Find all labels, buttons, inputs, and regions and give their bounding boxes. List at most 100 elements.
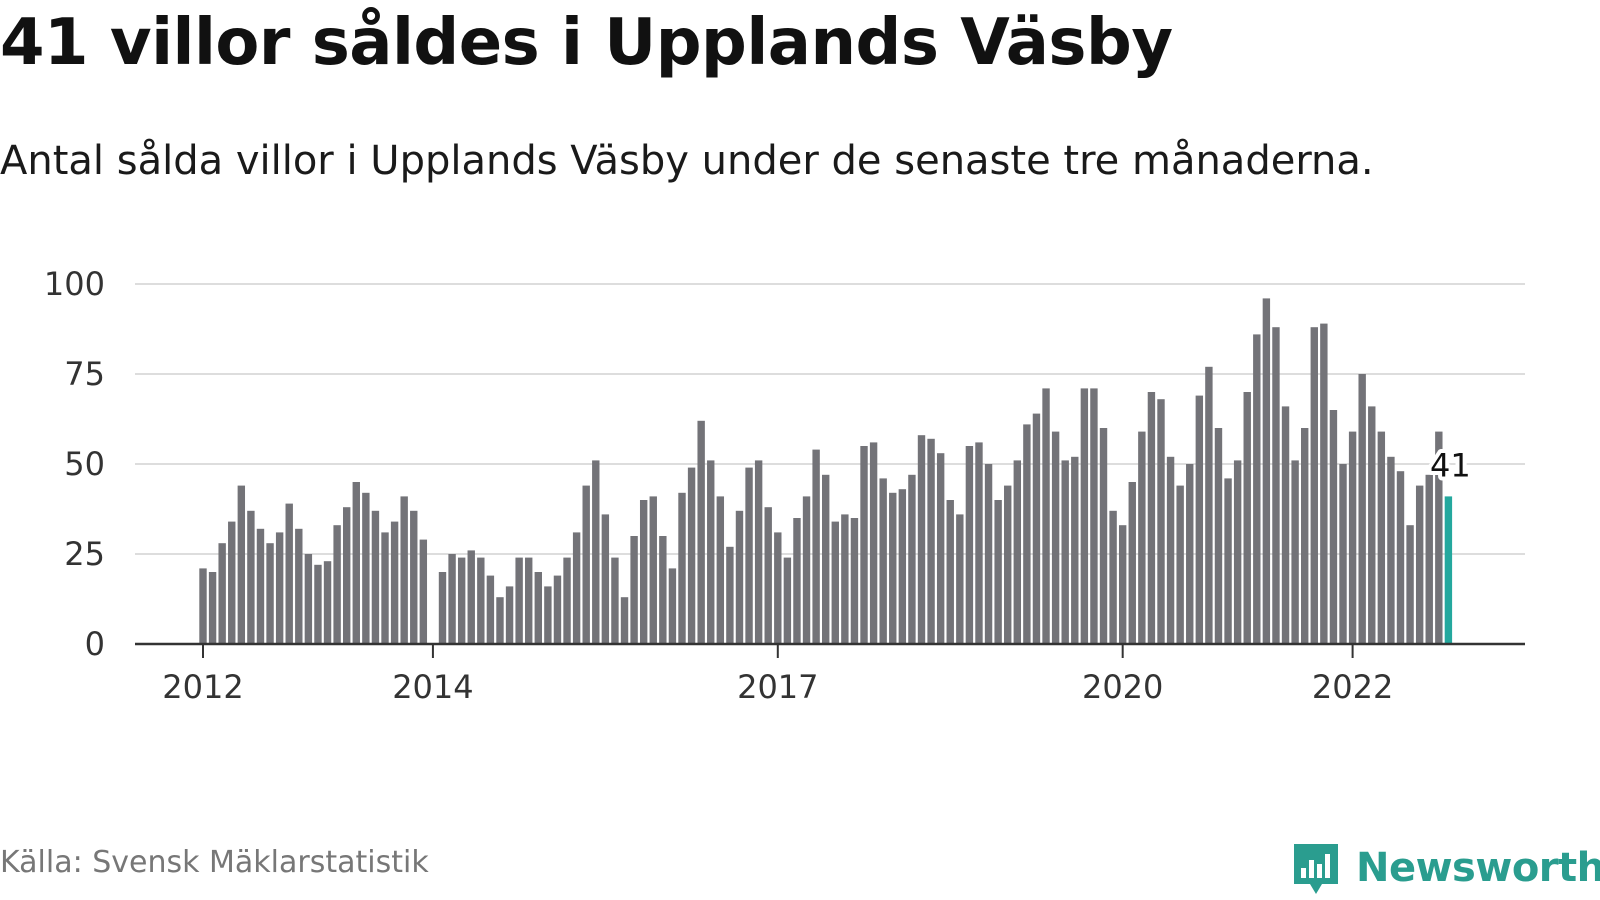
bar [1253, 334, 1261, 644]
x-tick-label: 2020 [1082, 668, 1163, 706]
bar [1166, 456, 1175, 644]
bar [304, 554, 313, 644]
bar [371, 510, 380, 644]
y-tick-label: 50 [64, 445, 105, 483]
bar [611, 557, 619, 644]
bar [745, 467, 753, 644]
bar [898, 489, 907, 644]
bar [659, 536, 667, 644]
bar [1329, 410, 1338, 644]
bars [199, 298, 1453, 644]
bar [314, 564, 322, 644]
highlight-bar [1444, 496, 1453, 644]
bar [352, 482, 360, 644]
bar [592, 460, 600, 644]
bar [400, 496, 408, 644]
bar [333, 525, 341, 644]
x-tick-label: 2022 [1312, 668, 1393, 706]
bar [697, 420, 705, 644]
bar [956, 514, 964, 644]
bar [496, 597, 504, 644]
bar [707, 460, 715, 644]
bar [601, 514, 610, 644]
bar [917, 435, 926, 644]
bar [639, 500, 648, 644]
bar [582, 485, 590, 644]
logo-text: Newsworthy [1356, 845, 1600, 891]
bar [793, 518, 801, 644]
bar [726, 546, 734, 644]
newsworthy-chart-icon [1294, 844, 1338, 894]
bar [362, 492, 370, 644]
bar [735, 510, 744, 644]
bar [1348, 431, 1357, 644]
bar [1281, 406, 1290, 644]
bar [247, 510, 255, 644]
bar [1051, 431, 1060, 644]
bar [448, 554, 456, 644]
bar [984, 464, 993, 644]
bar [869, 442, 878, 644]
bar [1377, 431, 1386, 644]
bar [228, 521, 236, 644]
bar [1272, 327, 1280, 644]
x-tick-label: 2012 [162, 668, 243, 706]
bar [975, 442, 983, 644]
y-tick-label: 75 [64, 355, 105, 393]
bar [860, 446, 868, 644]
source-note: Källa: Svensk Mäklarstatistik [0, 845, 429, 880]
bar [1406, 525, 1414, 644]
bar [1396, 471, 1405, 644]
bar [822, 474, 830, 644]
bar [649, 496, 657, 644]
bar [1157, 399, 1165, 644]
bar [1320, 323, 1328, 644]
bar [687, 467, 696, 644]
bar [1013, 460, 1021, 644]
bar [936, 453, 945, 644]
bar [965, 446, 974, 644]
bar [1310, 327, 1318, 644]
bar [678, 492, 686, 644]
bar [1080, 388, 1089, 644]
y-tick-label: 100 [44, 265, 105, 303]
bar [927, 438, 935, 644]
chart-title: 41 villor såldes i Upplands Väsby [0, 6, 1173, 80]
bar [256, 528, 265, 644]
bar [266, 543, 274, 644]
bar [620, 597, 629, 644]
bar [1099, 428, 1108, 644]
bar [1186, 464, 1194, 644]
bar [525, 557, 533, 644]
bar [1118, 525, 1127, 644]
bar [668, 568, 677, 644]
bar [1224, 478, 1232, 644]
bar [457, 557, 466, 644]
bar [850, 518, 859, 644]
bar [199, 568, 207, 644]
bar [1195, 395, 1204, 644]
bar [812, 449, 820, 644]
bar [889, 492, 897, 644]
bar [1138, 431, 1146, 644]
bar [467, 550, 475, 644]
bar [438, 572, 447, 644]
bar [1368, 406, 1376, 644]
bar [515, 557, 523, 644]
bar [208, 572, 217, 644]
chart-subtitle: Antal sålda villor i Upplands Väsby unde… [0, 138, 1374, 184]
bar [534, 572, 542, 644]
bar [295, 528, 303, 644]
bar [1387, 456, 1395, 644]
bar [237, 485, 246, 644]
bar [1061, 460, 1069, 644]
bar [946, 500, 954, 644]
bar [994, 500, 1002, 644]
bar [1214, 428, 1223, 644]
bar [390, 521, 399, 644]
bar [544, 586, 552, 644]
bar [1032, 413, 1041, 644]
newsworthy-logo: Newsworthy [1290, 840, 1600, 896]
